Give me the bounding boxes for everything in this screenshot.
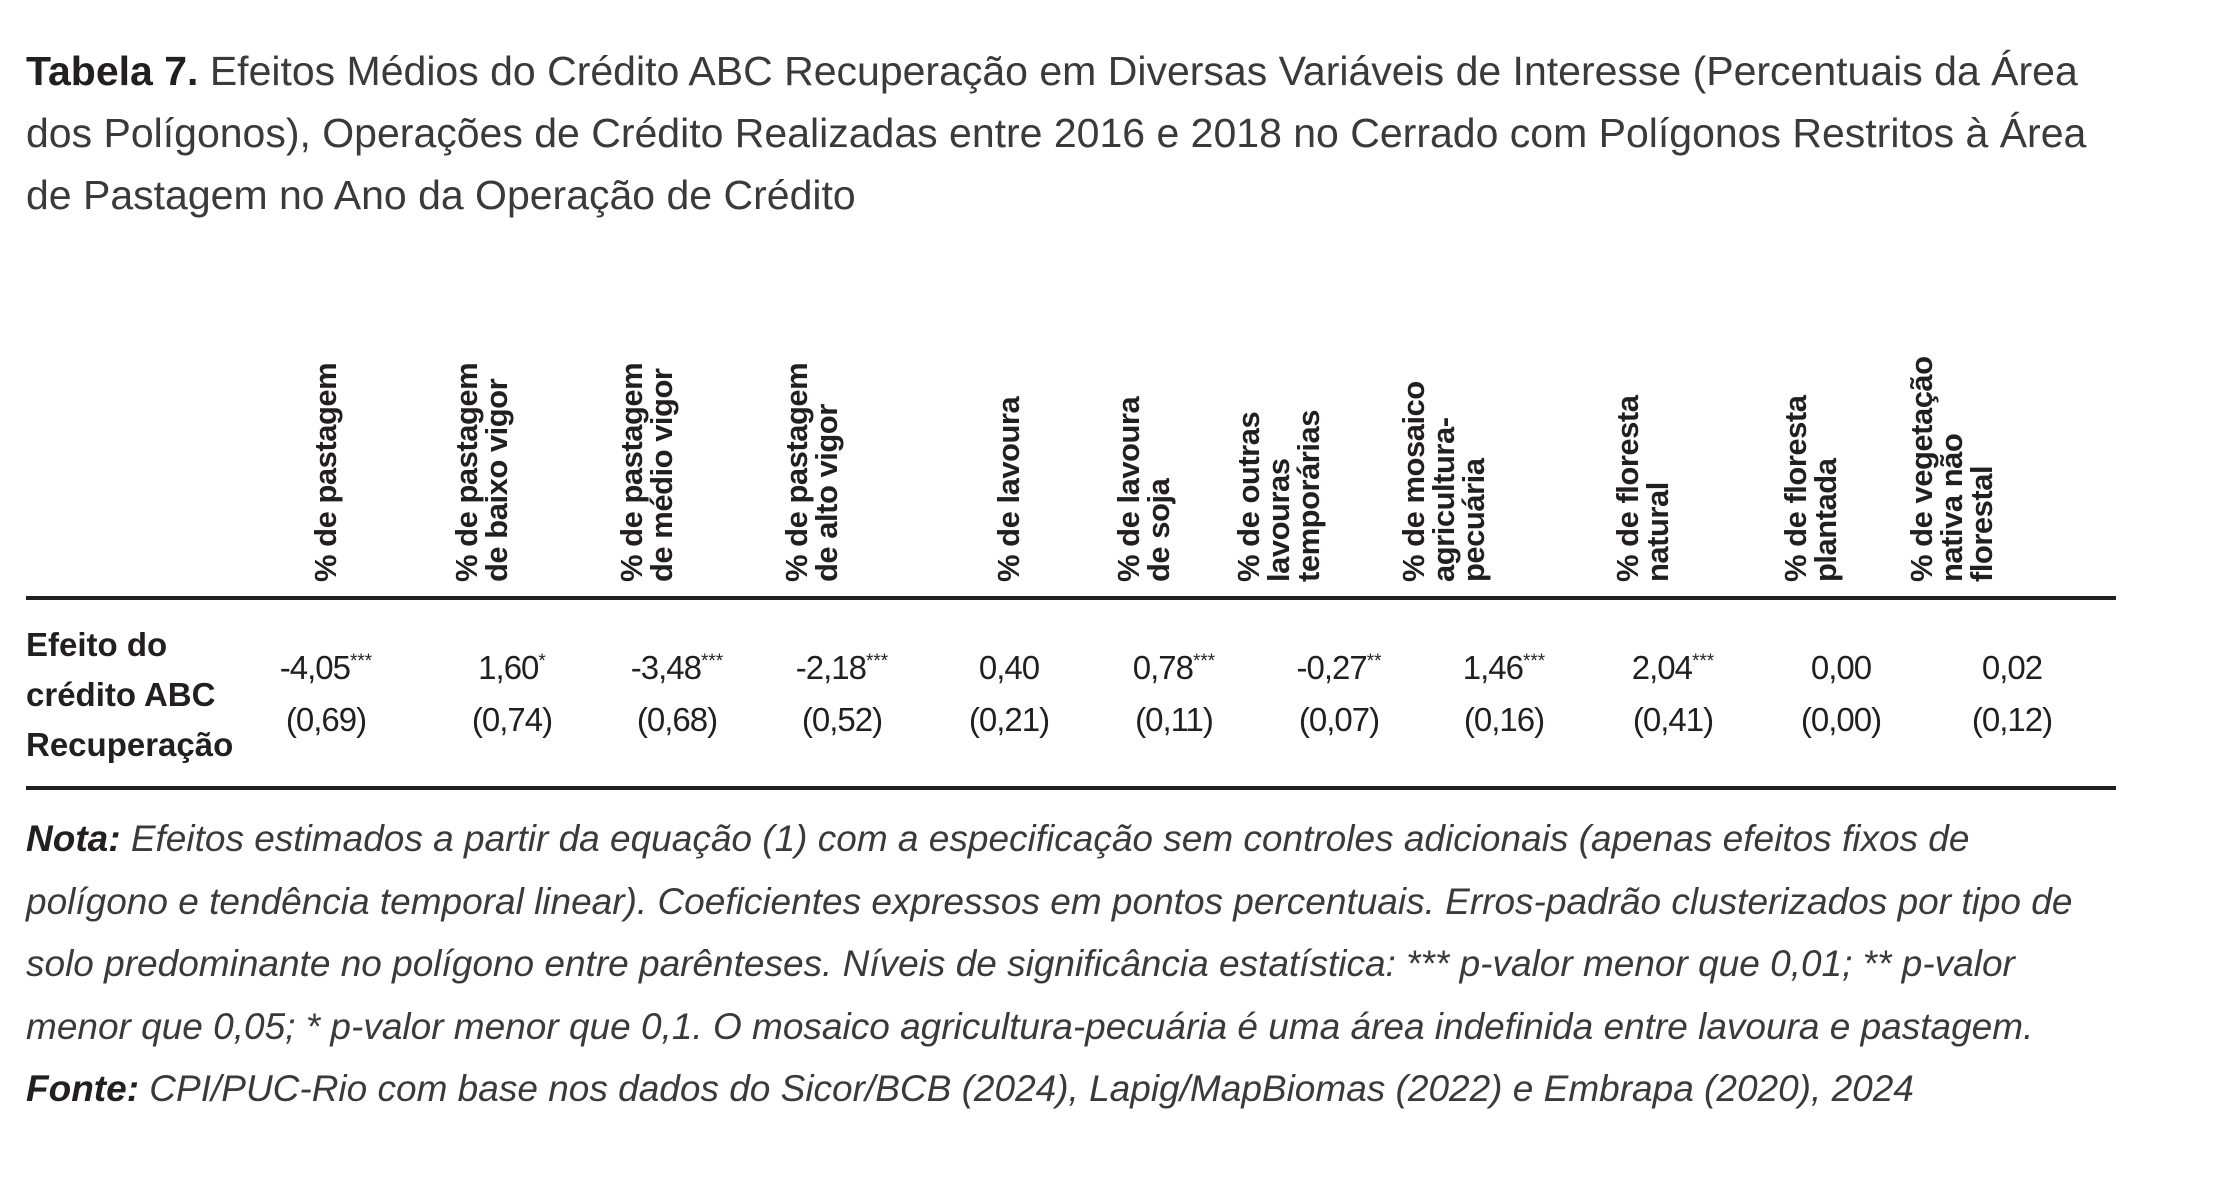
column-header: % de floresta natural <box>1608 312 1738 582</box>
column-header-label: % de pastagem <box>308 362 343 582</box>
significance-stars: *** <box>866 651 889 672</box>
coefficient-number: -3,48 <box>630 649 702 686</box>
coefficient-number: 1,60 <box>478 649 539 686</box>
table-notes: Nota: Efeitos estimados a partir da equa… <box>26 808 2116 1121</box>
table-cell: 1,60* (0,74) <box>427 642 597 746</box>
coefficient-value: 0,00 <box>1756 642 1926 694</box>
column-header-label: % de lavoura de soja <box>1111 396 1176 582</box>
coefficient-number: -4,05 <box>279 649 351 686</box>
note-paragraph: Nota: Efeitos estimados a partir da equa… <box>26 808 2116 1058</box>
coefficient-value: -0,27** <box>1254 642 1424 694</box>
table-header-row: % de pastagem % de pastagem de baixo vigo… <box>26 300 2116 600</box>
table-cell: 0,02 (0,12) <box>1927 642 2097 746</box>
column-header: % de pastagem de médio vigor <box>612 312 742 582</box>
column-header: % de floresta plantada <box>1776 312 1906 582</box>
significance-stars: ** <box>1366 651 1382 672</box>
coefficient-number: -0,27 <box>1296 649 1367 686</box>
results-table: % de pastagem % de pastagem de baixo vigo… <box>26 300 2116 790</box>
source-label: Fonte: <box>26 1068 140 1109</box>
column-header: % de pastagem <box>261 312 391 582</box>
significance-stars: *** <box>350 651 373 672</box>
column-header: % de mosaico agricultura- pecuária <box>1396 312 1569 582</box>
coefficient-number: 0,40 <box>978 649 1040 686</box>
coefficient-number: 0,02 <box>1981 649 2043 686</box>
column-header-label: % de outras lavouras temporárias <box>1231 410 1326 582</box>
coefficient-number: 1,46 <box>1462 649 1524 686</box>
standard-error-value: (0,00) <box>1800 701 1882 738</box>
standard-error-value: (0,74) <box>471 701 553 738</box>
column-header-label: % de pastagem de baixo vigor <box>449 362 514 582</box>
standard-error-value: (0,68) <box>636 701 718 738</box>
coefficient-value: 0,78*** <box>1089 642 1259 694</box>
significance-stars: *** <box>1193 651 1216 672</box>
coefficient-value: -2,18*** <box>757 642 927 694</box>
standard-error-value: (0,12) <box>1971 701 2053 738</box>
coefficient-value: 1,46*** <box>1419 642 1589 694</box>
standard-error-value: (0,41) <box>1632 701 1714 738</box>
standard-error-value: (0,07) <box>1298 701 1380 738</box>
column-header-label: % de floresta plantada <box>1778 395 1843 582</box>
significance-stars: *** <box>701 651 724 672</box>
source-text: CPI/PUC-Rio com base nos dados do Sicor/… <box>139 1068 1914 1109</box>
coefficient-value: -4,05*** <box>241 642 411 694</box>
table-cell: -2,18*** (0,52) <box>757 642 927 746</box>
column-header: % de pastagem de baixo vigor <box>447 312 577 582</box>
note-label: Nota: <box>26 818 121 859</box>
caption-label: Tabela 7. <box>26 48 199 94</box>
table-cell: -3,48*** (0,68) <box>592 642 762 746</box>
table-cell: 0,78*** (0,11) <box>1089 642 1259 746</box>
standard-error-value: (0,21) <box>968 701 1050 738</box>
column-header: % de lavoura de soja <box>1109 312 1239 582</box>
significance-stars: * <box>538 651 546 672</box>
coefficient-number: -2,18 <box>795 649 867 686</box>
column-header-label: % de lavoura <box>991 396 1026 582</box>
caption-text: Efeitos Médios do Crédito ABC Recuperaçã… <box>26 48 2087 218</box>
table-cell: -0,27** (0,07) <box>1254 642 1424 746</box>
coefficient-number: 2,04 <box>1631 649 1693 686</box>
standard-error-value: (0,69) <box>285 701 367 738</box>
coefficient-value: -3,48*** <box>592 642 762 694</box>
table-cell: 1,46*** (0,16) <box>1419 642 1589 746</box>
note-text: Efeitos estimados a partir da equação (1… <box>26 818 2073 1047</box>
table-cell: 0,40 (0,21) <box>924 642 1094 746</box>
coefficient-value: 0,40 <box>924 642 1094 694</box>
table-row: Efeito do crédito ABC Recuperação -4,05*… <box>26 600 2116 790</box>
document-page: Tabela 7. Efeitos Médios do Crédito ABC … <box>26 40 2116 1109</box>
column-header-label: % de floresta natural <box>1610 395 1675 582</box>
standard-error-value: (0,16) <box>1463 701 1545 738</box>
column-header-label: % de vegetação nativa não florestal <box>1904 356 1999 582</box>
column-header: % de lavoura <box>944 312 1074 582</box>
table-cell: -4,05*** (0,69) <box>241 642 411 746</box>
coefficient-number: 0,78 <box>1132 649 1194 686</box>
column-header-label: % de pastagem de médio vigor <box>614 362 679 582</box>
standard-error-value: (0,52) <box>801 701 883 738</box>
coefficient-number: 0,00 <box>1810 649 1872 686</box>
row-label: Efeito do crédito ABC Recuperação <box>26 626 234 763</box>
source-paragraph: Fonte: CPI/PUC-Rio com base nos dados do… <box>26 1058 2116 1121</box>
table-caption: Tabela 7. Efeitos Médios do Crédito ABC … <box>26 40 2096 226</box>
column-header: % de vegetação nativa não florestal <box>1904 312 2077 582</box>
column-header: % de pastagem de alto vigor <box>777 312 907 582</box>
column-header-label: % de pastagem de alto vigor <box>779 362 844 582</box>
coefficient-value: 0,02 <box>1927 642 2097 694</box>
significance-stars: *** <box>1692 651 1715 672</box>
coefficient-value: 2,04*** <box>1588 642 1758 694</box>
column-header-label: % de mosaico agricultura- pecuária <box>1396 381 1491 582</box>
standard-error-value: (0,11) <box>1135 701 1214 738</box>
coefficient-value: 1,60* <box>427 642 597 694</box>
column-header: % de outras lavouras temporárias <box>1231 312 1404 582</box>
significance-stars: *** <box>1523 651 1546 672</box>
table-cell: 2,04*** (0,41) <box>1588 642 1758 746</box>
table-cell: 0,00 (0,00) <box>1756 642 1926 746</box>
